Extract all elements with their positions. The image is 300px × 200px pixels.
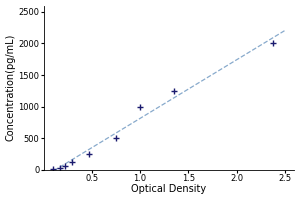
X-axis label: Optical Density: Optical Density <box>131 184 206 194</box>
Y-axis label: Concentration(pg/mL): Concentration(pg/mL) <box>6 34 16 141</box>
